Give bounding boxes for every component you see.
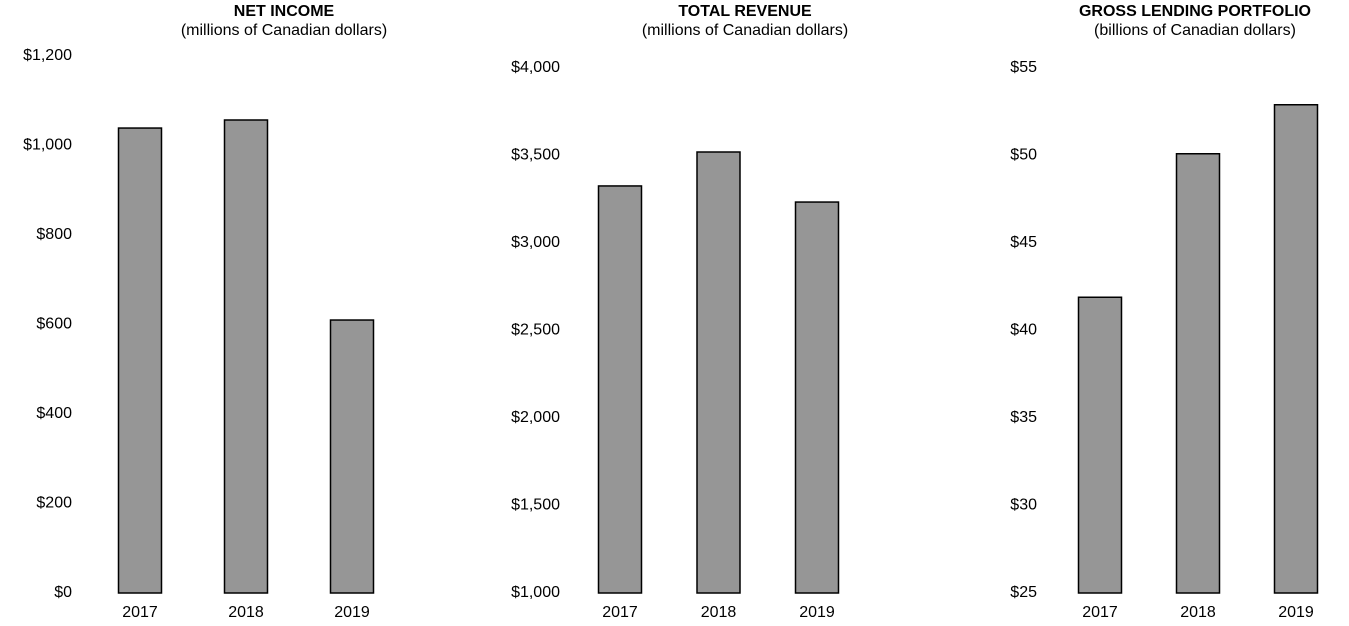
y-tick-label: $2,500 [511, 322, 560, 339]
x-tick-label: 2017 [122, 604, 158, 621]
y-tick-label: $1,000 [23, 137, 72, 154]
bar [696, 151, 741, 594]
y-tick-label: $600 [36, 316, 72, 333]
bar [329, 319, 375, 594]
y-tick-label: $55 [1010, 59, 1037, 76]
x-tick-label: 2018 [228, 604, 264, 621]
bar [117, 127, 163, 594]
x-tick-label: 2018 [701, 604, 737, 621]
y-tick-label: $800 [36, 226, 72, 243]
y-tick-label: $30 [1010, 497, 1037, 514]
y-tick-label: $1,200 [23, 47, 72, 64]
y-tick-label: $25 [1010, 584, 1037, 601]
x-tick-label: 2019 [334, 604, 370, 621]
x-tick-label: 2017 [602, 604, 638, 621]
y-tick-label: $40 [1010, 322, 1037, 339]
x-tick-label: 2019 [1278, 604, 1314, 621]
y-tick-label: $0 [54, 584, 72, 601]
y-tick-label: $1,000 [511, 584, 560, 601]
chart-subtitle: (millions of Canadian dollars) [181, 22, 387, 39]
chart-title: TOTAL REVENUE [678, 3, 812, 20]
x-tick-label: 2018 [1180, 604, 1216, 621]
bar [223, 119, 269, 594]
x-tick-label: 2019 [799, 604, 835, 621]
x-tick-label: 2017 [1082, 604, 1118, 621]
y-tick-label: $45 [1010, 234, 1037, 251]
bar [1175, 153, 1221, 594]
bar [597, 185, 643, 594]
chart-subtitle: (billions of Canadian dollars) [1094, 22, 1296, 39]
y-tick-label: $1,500 [511, 497, 560, 514]
y-tick-label: $2,000 [511, 409, 560, 426]
y-tick-label: $50 [1010, 147, 1037, 164]
y-tick-label: $400 [36, 405, 72, 422]
chart-subtitle: (millions of Canadian dollars) [642, 22, 848, 39]
bar [794, 201, 840, 594]
chart-title: GROSS LENDING PORTFOLIO [1079, 3, 1311, 20]
y-tick-label: $200 [36, 495, 72, 512]
y-tick-label: $4,000 [511, 59, 560, 76]
bar [1273, 104, 1319, 594]
bar [1077, 296, 1123, 594]
y-tick-label: $35 [1010, 409, 1037, 426]
y-tick-label: $3,000 [511, 234, 560, 251]
y-tick-label: $3,500 [511, 147, 560, 164]
chart-title: NET INCOME [234, 3, 335, 20]
